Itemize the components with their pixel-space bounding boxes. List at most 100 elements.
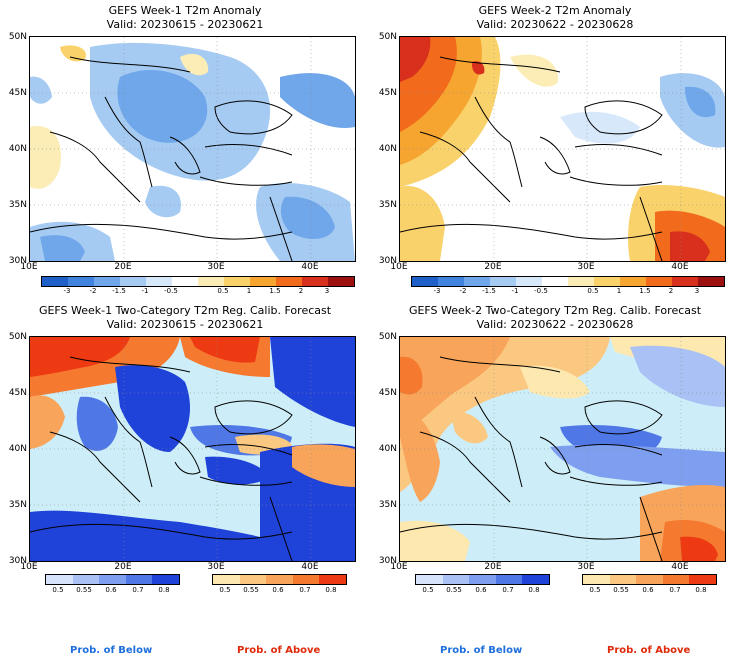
anomaly-field: [30, 37, 355, 261]
lon-label-10e: 10E: [20, 262, 38, 272]
lon-label-20e: 20E: [484, 262, 502, 272]
colorbar-tick: 0.7: [502, 586, 514, 594]
panel-valid-dates: Valid: 20230622 - 20230628: [476, 318, 634, 331]
lat-label-50n: 50N: [378, 32, 397, 42]
lat-label-40n: 40N: [8, 144, 27, 154]
probability-field: [400, 337, 725, 561]
colorbar-tick: 0.7: [299, 586, 311, 594]
lon-label-30e: 30E: [577, 262, 595, 272]
panel-title: GEFS Week-1 Two-Category T2m Reg. Calib.…: [38, 304, 332, 317]
lat-label-40n: 40N: [8, 444, 27, 454]
lat-label-30n: 30N: [378, 256, 397, 266]
lat-label-40n: 40N: [378, 444, 397, 454]
colorbar-tick: -2: [89, 287, 97, 295]
colorbar-tick: 0.8: [695, 586, 707, 594]
lat-label-35n: 35N: [8, 500, 27, 510]
colorbar-tick: 0.5: [422, 586, 434, 594]
colorbar-tick: -1: [141, 287, 149, 295]
colorbar-tick: 1.5: [269, 287, 281, 295]
lon-label-40e: 40E: [301, 262, 319, 272]
colorbar-tick: 0.8: [325, 586, 337, 594]
below-probability-colorbar: [415, 574, 550, 585]
lon-label-40e: 40E: [671, 262, 689, 272]
colorbar-tick: 2: [668, 287, 674, 295]
colorbar-tick: 0.55: [76, 586, 92, 594]
colorbar-tick: 0.6: [272, 586, 284, 594]
panel-title: GEFS Week-2 Two-Category T2m Reg. Calib.…: [408, 304, 702, 317]
colorbar-tick: 0.55: [446, 586, 462, 594]
colorbar-tick: -3: [63, 287, 71, 295]
lat-label-30n: 30N: [8, 256, 27, 266]
map-week2-probability: [399, 336, 726, 562]
panel-week2-anomaly: GEFS Week-2 T2m Anomaly Valid: 20230622 …: [370, 0, 740, 300]
panel-week1-probability: GEFS Week-1 Two-Category T2m Reg. Calib.…: [0, 300, 370, 600]
lon-label-20e: 20E: [114, 562, 132, 572]
lon-label-40e: 40E: [671, 562, 689, 572]
anomaly-field: [400, 37, 725, 261]
above-probability-colorbar: [582, 574, 717, 585]
lat-label-40n: 40N: [378, 144, 397, 154]
colorbar-tick: 1: [246, 287, 252, 295]
lat-label-45n: 45N: [378, 88, 397, 98]
lat-label-45n: 45N: [8, 388, 27, 398]
colorbar-tick: 3: [694, 287, 700, 295]
colorbar-tick: -2: [459, 287, 467, 295]
lat-label-30n: 30N: [378, 556, 397, 566]
colorbar-tick: -1.5: [112, 287, 126, 295]
anomaly-colorbar: [41, 276, 355, 287]
panel-title: GEFS Week-2 T2m Anomaly: [478, 4, 632, 17]
lon-label-30e: 30E: [207, 562, 225, 572]
lon-label-40e: 40E: [301, 562, 319, 572]
panel-title: GEFS Week-1 T2m Anomaly: [108, 4, 262, 17]
colorbar-tick: 1: [616, 287, 622, 295]
prob-below-label: Prob. of Below: [70, 645, 153, 656]
lat-label-45n: 45N: [378, 388, 397, 398]
lat-label-35n: 35N: [378, 500, 397, 510]
colorbar-tick: -3: [433, 287, 441, 295]
colorbar-tick: 0.7: [669, 586, 681, 594]
colorbar-tick: 0.6: [642, 586, 654, 594]
panel-valid-dates: Valid: 20230622 - 20230628: [476, 18, 634, 31]
panel-valid-dates: Valid: 20230615 - 20230621: [106, 318, 264, 331]
map-week2-anomaly: [399, 36, 726, 262]
lat-label-45n: 45N: [8, 88, 27, 98]
lon-label-30e: 30E: [207, 262, 225, 272]
colorbar-tick: 1.5: [639, 287, 651, 295]
colorbar-tick: -0.5: [164, 287, 178, 295]
panel-week2-probability: GEFS Week-2 Two-Category T2m Reg. Calib.…: [370, 300, 740, 600]
lon-label-20e: 20E: [484, 562, 502, 572]
above-probability-colorbar: [212, 574, 347, 585]
colorbar-tick: 3: [324, 287, 330, 295]
prob-above-label: Prob. of Above: [237, 645, 321, 656]
colorbar-tick: -1.5: [482, 287, 496, 295]
panel-week1-anomaly: GEFS Week-1 T2m Anomaly Valid: 20230615 …: [0, 0, 370, 300]
colorbar-tick: 0.8: [528, 586, 540, 594]
lat-label-50n: 50N: [378, 332, 397, 342]
lon-label-10e: 10E: [390, 562, 408, 572]
colorbar-tick: -0.5: [534, 287, 548, 295]
prob-above-label: Prob. of Above: [607, 645, 691, 656]
lat-label-30n: 30N: [8, 556, 27, 566]
lon-label-20e: 20E: [114, 262, 132, 272]
colorbar-tick: 0.5: [52, 586, 64, 594]
panel-valid-dates: Valid: 20230615 - 20230621: [106, 18, 264, 31]
lat-label-35n: 35N: [378, 200, 397, 210]
lat-label-35n: 35N: [8, 200, 27, 210]
colorbar-tick: 0.5: [587, 287, 599, 295]
colorbar-tick: 0.5: [589, 586, 601, 594]
lat-label-50n: 50N: [8, 32, 27, 42]
colorbar-tick: 0.55: [613, 586, 629, 594]
lon-label-10e: 10E: [390, 262, 408, 272]
lat-label-50n: 50N: [8, 332, 27, 342]
colorbar-tick: 0.55: [243, 586, 259, 594]
colorbar-tick: 0.5: [219, 586, 231, 594]
lon-label-30e: 30E: [577, 562, 595, 572]
colorbar-tick: 0.7: [132, 586, 144, 594]
lon-label-10e: 10E: [20, 562, 38, 572]
colorbar-tick: 0.6: [105, 586, 117, 594]
below-probability-colorbar: [45, 574, 180, 585]
colorbar-tick: 2: [298, 287, 304, 295]
colorbar-tick: 0.8: [158, 586, 170, 594]
colorbar-tick: 0.6: [475, 586, 487, 594]
prob-below-label: Prob. of Below: [440, 645, 523, 656]
